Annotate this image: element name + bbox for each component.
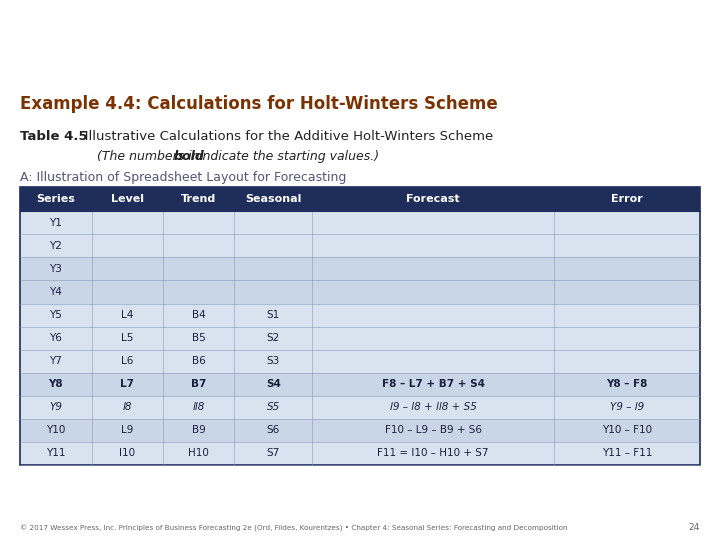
Text: B5: B5 (192, 333, 205, 343)
Text: Series: Series (37, 194, 76, 204)
Text: Level: Level (111, 194, 144, 204)
Text: L7: L7 (120, 379, 134, 389)
Text: L9: L9 (121, 426, 133, 435)
Text: Y11: Y11 (46, 448, 66, 458)
Bar (20, 187, 91, 211)
Text: l8: l8 (122, 402, 132, 412)
Text: S5: S5 (266, 402, 280, 412)
Text: indicate the starting values.): indicate the starting values.) (195, 150, 379, 163)
Text: l9 – l8 + ll8 + S5: l9 – l8 + ll8 + S5 (390, 402, 477, 412)
Bar (20, 187, 700, 465)
Bar (234, 187, 312, 211)
Text: Example 4.4: Calculations for Holt-Winters Scheme: Example 4.4: Calculations for Holt-Winte… (20, 95, 498, 113)
Text: Y8: Y8 (48, 379, 63, 389)
Text: (The numbers in: (The numbers in (97, 150, 204, 163)
Text: Y5: Y5 (50, 310, 63, 320)
Text: Y9: Y9 (50, 402, 63, 412)
Text: Y9 – l9: Y9 – l9 (610, 402, 644, 412)
Text: L6: L6 (121, 356, 133, 366)
Text: Forecast: Forecast (406, 194, 460, 204)
Text: Y2: Y2 (50, 241, 63, 251)
Text: ll8: ll8 (192, 402, 204, 412)
Bar (554, 187, 700, 211)
Bar (20, 442, 700, 465)
Text: Y4: Y4 (50, 287, 63, 297)
Bar (20, 373, 700, 396)
Text: Trend: Trend (181, 194, 216, 204)
Text: © 2017 Wessex Press, Inc. Principles of Business Forecasting 2e (Ord, Fildes, Ko: © 2017 Wessex Press, Inc. Principles of … (20, 524, 567, 531)
Text: S2: S2 (266, 333, 280, 343)
Text: Illustrative Calculations for the Additive Holt-Winters Scheme: Illustrative Calculations for the Additi… (72, 130, 493, 144)
Text: S7: S7 (266, 448, 280, 458)
Text: B9: B9 (192, 426, 205, 435)
Bar (20, 211, 700, 234)
Text: F11 = l10 – H10 + S7: F11 = l10 – H10 + S7 (377, 448, 489, 458)
Bar (20, 418, 700, 442)
Text: A: Illustration of Spreadsheet Layout for Forecasting: A: Illustration of Spreadsheet Layout fo… (20, 171, 346, 184)
Text: S6: S6 (266, 426, 280, 435)
Text: Error: Error (611, 194, 643, 204)
Text: Y3: Y3 (50, 264, 63, 274)
Bar (20, 303, 700, 327)
Text: Seasonal: Seasonal (245, 194, 302, 204)
Text: Y1: Y1 (50, 218, 63, 228)
Text: B7: B7 (191, 379, 206, 389)
Text: bold: bold (174, 150, 204, 163)
Text: B4: B4 (192, 310, 205, 320)
Text: Y11 – F11: Y11 – F11 (602, 448, 652, 458)
Text: Y10 – F10: Y10 – F10 (602, 426, 652, 435)
Text: H10: H10 (188, 448, 209, 458)
Bar (20, 349, 700, 373)
Bar (20, 396, 700, 418)
Bar (20, 280, 700, 303)
Text: Table 4.5: Table 4.5 (20, 130, 88, 144)
Text: 24: 24 (688, 523, 700, 531)
Text: Y8 – F8: Y8 – F8 (606, 379, 647, 389)
Bar (20, 327, 700, 349)
Bar (91, 187, 163, 211)
Text: S1: S1 (266, 310, 280, 320)
Text: Y6: Y6 (50, 333, 63, 343)
Text: F8 – L7 + B7 + S4: F8 – L7 + B7 + S4 (382, 379, 485, 389)
Text: L4: L4 (121, 310, 133, 320)
Text: S4: S4 (266, 379, 281, 389)
Bar (20, 234, 700, 258)
Bar (163, 187, 234, 211)
Text: F10 – L9 – B9 + S6: F10 – L9 – B9 + S6 (384, 426, 482, 435)
Text: S3: S3 (266, 356, 280, 366)
Text: l10: l10 (119, 448, 135, 458)
Text: 4.6 The Holt-Winters Seasonal Smoothing Methods: 4.6 The Holt-Winters Seasonal Smoothing … (20, 30, 567, 50)
Text: Y10: Y10 (46, 426, 66, 435)
Text: L5: L5 (121, 333, 133, 343)
Bar (20, 258, 700, 280)
Text: Y7: Y7 (50, 356, 63, 366)
Text: B6: B6 (192, 356, 205, 366)
Bar (312, 187, 554, 211)
